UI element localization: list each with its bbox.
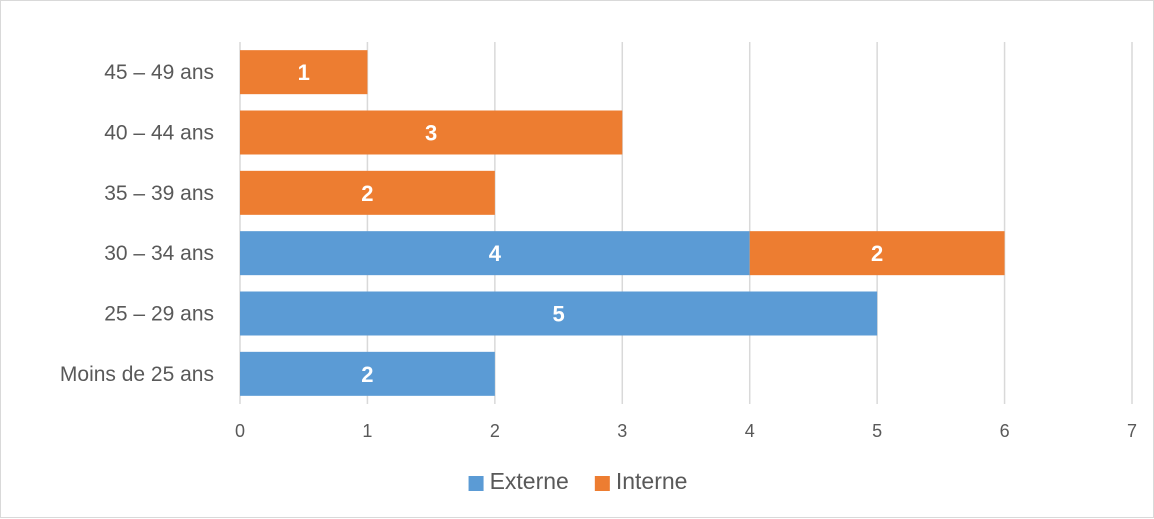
x-tick-label: 7 <box>1127 421 1137 441</box>
category-label: 45 – 49 ans <box>104 61 214 84</box>
bar-interne <box>240 170 495 215</box>
category-label: 25 – 29 ans <box>104 303 214 326</box>
gridlines <box>239 42 1133 404</box>
data-label: 2 <box>361 362 373 387</box>
value-axis: 0 1 2 3 4 5 6 7 <box>235 421 1137 441</box>
category-axis: Moins de 25 ans 25 – 29 ans 30 – 34 ans 35 … <box>60 61 214 386</box>
x-tick-label: 2 <box>490 421 500 441</box>
legend: Externe Interne <box>468 468 688 494</box>
category-label: 30 – 34 ans <box>104 242 214 265</box>
legend-swatch-interne <box>594 476 610 491</box>
data-label: 5 <box>552 302 564 327</box>
data-label: 2 <box>871 241 883 266</box>
x-tick-label: 3 <box>617 421 627 441</box>
legend-swatch-externe <box>468 476 484 491</box>
data-label: 4 <box>489 241 502 266</box>
legend-label-interne: Interne <box>616 468 688 494</box>
x-tick-label: 1 <box>362 421 372 441</box>
bar-interne <box>240 50 368 95</box>
category-label: 40 – 44 ans <box>104 122 214 145</box>
bars <box>240 50 1005 396</box>
legend-label-externe: Externe <box>490 468 569 494</box>
x-tick-label: 0 <box>235 421 245 441</box>
bar-interne <box>749 231 1005 276</box>
x-tick-label: 5 <box>872 421 882 441</box>
data-label: 3 <box>425 121 437 146</box>
bar-externe <box>240 231 750 276</box>
x-tick-label: 4 <box>745 421 755 441</box>
data-label: 1 <box>298 60 310 85</box>
category-label: 35 – 39 ans <box>104 182 214 205</box>
data-label: 2 <box>361 181 373 206</box>
category-label: Moins de 25 ans <box>60 363 214 386</box>
data-labels: 2 5 4 2 2 3 1 <box>298 60 884 387</box>
x-tick-label: 6 <box>1000 421 1010 441</box>
bar-externe <box>240 351 495 396</box>
bar-externe <box>240 291 878 336</box>
bar-interne <box>240 110 623 155</box>
